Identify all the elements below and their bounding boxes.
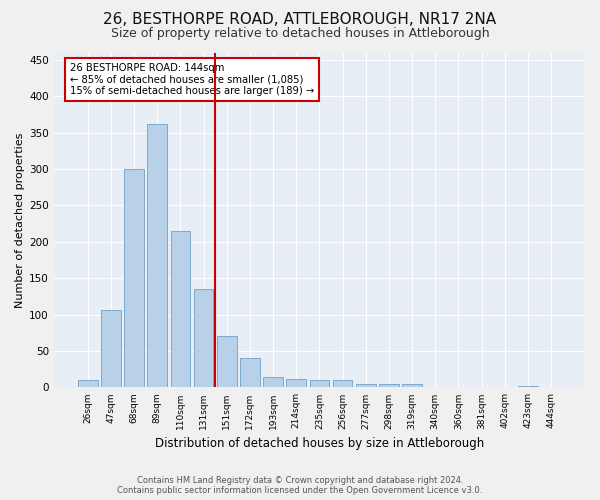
Bar (194, 289, 214, 388)
Bar (148, 124, 167, 388)
Bar (170, 231, 190, 388)
Bar (333, 380, 352, 388)
Text: 26 BESTHORPE ROAD: 144sqm
← 85% of detached houses are smaller (1,085)
15% of se: 26 BESTHORPE ROAD: 144sqm ← 85% of detac… (70, 62, 314, 96)
Bar (310, 380, 329, 388)
Bar (124, 169, 144, 388)
Bar (217, 336, 236, 388)
Bar (263, 376, 283, 388)
Text: 26, BESTHORPE ROAD, ATTLEBOROUGH, NR17 2NA: 26, BESTHORPE ROAD, ATTLEBOROUGH, NR17 2… (103, 12, 497, 28)
X-axis label: Distribution of detached houses by size in Attleborough: Distribution of detached houses by size … (155, 437, 484, 450)
Text: Size of property relative to detached houses in Attleborough: Size of property relative to detached ho… (110, 28, 490, 40)
Bar (541, 386, 561, 388)
Text: Contains HM Land Registry data © Crown copyright and database right 2024.
Contai: Contains HM Land Registry data © Crown c… (118, 476, 482, 495)
Y-axis label: Number of detached properties: Number of detached properties (15, 132, 25, 308)
Bar (78, 380, 98, 388)
Bar (402, 384, 422, 388)
Bar (518, 386, 538, 388)
Bar (356, 384, 376, 388)
Bar (101, 310, 121, 388)
Bar (379, 384, 399, 388)
Bar (240, 358, 260, 388)
Bar (286, 378, 306, 388)
